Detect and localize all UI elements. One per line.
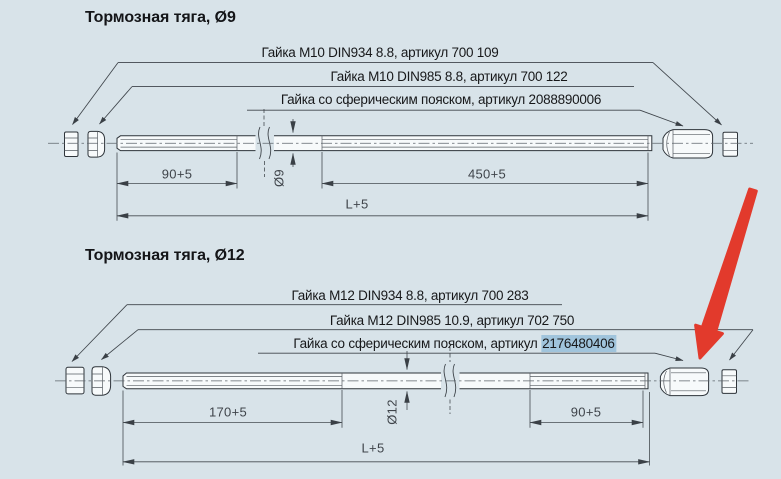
hex-nut-din934-right-d12 <box>721 369 737 394</box>
section-title-d12: Тормозная тяга, Ø12 <box>85 247 245 264</box>
label-nut-spherical-prefix-d12: Гайка со сферическим пояском, артикул <box>293 336 542 351</box>
spherical-collar-nut-d12 <box>659 367 710 397</box>
hex-nut-din934-right-d9 <box>722 131 738 157</box>
section-title-d9: Тормозная тяга, Ø9 <box>85 9 236 26</box>
dim-total-d12: L+5 <box>361 440 385 456</box>
label-nut-din934-d9: Гайка М10 DIN934 8.8, артикул 700 109 <box>261 45 499 60</box>
label-nut-spherical-d12: Гайка со сферическим пояском, артикул 21… <box>293 335 617 352</box>
dim-170-5-d12: 170+5 <box>208 404 248 420</box>
label-nut-din985-d12: Гайка М12 DIN985 10.9, артикул 702 750 <box>329 312 575 328</box>
lock-nut-din985-left-d9 <box>87 130 106 158</box>
highlighted-article-number[interactable]: 2176480406 <box>541 335 617 352</box>
dim-450-5-d9: 450+5 <box>467 166 507 182</box>
dim-90-5-d12: 90+5 <box>570 404 602 420</box>
centerlines <box>48 142 753 382</box>
dim-90-5-d9: 90+5 <box>161 166 193 182</box>
red-annotation-arrow <box>694 187 758 360</box>
hex-nut-din934-left-d9 <box>64 131 79 157</box>
label-nut-din934-d12: Гайка М12 DIN934 8.8, артикул 700 283 <box>291 288 529 303</box>
break-symbol-d12 <box>441 363 460 398</box>
leader-lines <box>71 62 754 362</box>
dim-diameter-d9: Ø9 <box>271 169 287 187</box>
nut-facet-lines-d9 <box>64 129 738 158</box>
spherical-collar-nut-d9 <box>662 129 714 159</box>
nut-facet-lines-d12 <box>66 366 737 396</box>
label-nut-spherical-d9: Гайка со сферическим пояском, артикул 20… <box>280 92 602 107</box>
dimension-lines <box>116 109 651 466</box>
dim-diameter-d12: Ø12 <box>384 398 400 425</box>
dim-total-d9: L+5 <box>345 196 369 212</box>
label-nut-din985-d9: Гайка М10 DIN985 8.8, артикул 700 122 <box>330 68 568 84</box>
